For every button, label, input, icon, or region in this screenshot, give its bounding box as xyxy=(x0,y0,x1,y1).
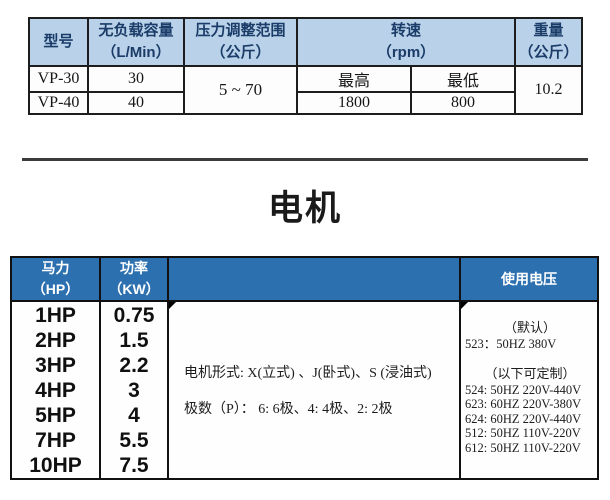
capacity-vp30: 30 xyxy=(87,65,185,93)
speed-header-line1: 转速 xyxy=(390,22,421,40)
speed-min-value: 800 xyxy=(410,91,516,115)
voltage-option: 623: 60HZ 220V-380V xyxy=(465,397,582,411)
hp-values-cell: 1HP 2HP 3HP 4HP 5HP 7HP 10HP xyxy=(10,300,101,480)
hp-value: 2HP xyxy=(35,328,76,352)
pump-col-weight: 重量 （公斤） xyxy=(514,17,583,67)
kw-value: 3 xyxy=(128,378,140,402)
kw-header-line2: （KW） xyxy=(108,281,160,297)
hp-value: 5HP xyxy=(35,403,76,427)
motor-col-hp: 马力 （HP） xyxy=(10,256,101,302)
voltage-default-value: 523：50HZ 380V xyxy=(465,337,557,351)
hp-value: 3HP xyxy=(35,353,76,377)
pump-row-vp40: VP-40 40 1800 800 xyxy=(28,91,582,115)
motor-col-voltage: 使用电压 xyxy=(459,256,599,302)
voltage-option: 624: 60HZ 220V-440V xyxy=(465,411,582,426)
hp-value: 7HP xyxy=(35,428,76,452)
voltage-custom-label: （以下可定制） xyxy=(484,365,576,381)
pressure-header-line2: （公斤） xyxy=(210,44,271,61)
voltage-cell: （默认） 523：50HZ 380V （以下可定制） 524: 50HZ 220… xyxy=(459,300,599,480)
capacity-vp40: 40 xyxy=(87,91,185,115)
pump-row-vp30: VP-30 30 5 ~ 70 最高 最低 10.2 xyxy=(28,65,583,115)
model-vp30: VP-30 xyxy=(28,65,89,93)
motor-form-line: 电机形式: X(立式) 、J(卧式)、S (浸油式) xyxy=(184,366,432,381)
motor-spec-text: 电机形式: X(立式) 、J(卧式)、S (浸油式) 极数（P）： 6: 6极、… xyxy=(170,303,458,477)
pump-col-model: 型号 xyxy=(28,17,89,67)
weight-value: 10.2 xyxy=(514,65,583,115)
kw-header-line1: 功率 xyxy=(120,260,148,276)
motor-spec-table: 马力 （HP） 功率 （KW） 使用电压 1HP 2HP 3HP 4HP 5HP… xyxy=(10,256,599,480)
hp-header-line1: 马力 xyxy=(41,260,70,276)
pump-col-speed: 转速 （rpm） xyxy=(296,17,516,67)
motor-col-kw: 功率 （KW） xyxy=(99,256,169,302)
speed-min-label: 最低 xyxy=(410,65,516,93)
motor-spec-cell: 电机形式: X(立式) 、J(卧式)、S (浸油式) 极数（P）： 6: 6极、… xyxy=(167,300,461,480)
pressure-range-value: 5 ~ 70 xyxy=(183,65,298,115)
pump-col-capacity: 无负载容量 （L/Min） xyxy=(87,17,185,67)
capacity-header-line1: 无负载容量 xyxy=(98,22,174,40)
kw-value: 2.2 xyxy=(119,353,149,377)
motor-body-row: 1HP 2HP 3HP 4HP 5HP 7HP 10HP 0.75 1.5 2.… xyxy=(10,300,599,480)
pump-header-row: 型号 无负载容量 （L/Min） 压力调整范围 （公斤） 转速 （rpm） 重量… xyxy=(28,17,583,67)
motor-header-row: 马力 （HP） 功率 （KW） 使用电压 xyxy=(10,256,599,302)
motor-col-spec xyxy=(167,256,461,302)
voltage-default-label: （默认） xyxy=(503,320,556,335)
weight-header-line2: （公斤） xyxy=(518,44,579,61)
kw-values-cell: 0.75 1.5 2.2 3 4 5.5 7.5 xyxy=(99,300,169,480)
hp-header-line2: （HP） xyxy=(31,281,80,297)
voltage-option: 512: 50HZ 110V-220V xyxy=(465,426,581,440)
kw-value: 4 xyxy=(128,403,140,427)
voltage-text: （默认） 523：50HZ 380V （以下可定制） 524: 50HZ 220… xyxy=(462,303,596,477)
speed-max-value: 1800 xyxy=(296,91,412,115)
section-divider xyxy=(22,158,588,161)
poles-line: 极数（P）： 6: 6极、4: 4极、2: 2极 xyxy=(184,402,393,417)
speed-max-label: 最高 xyxy=(296,65,412,93)
pressure-header-line1: 压力调整范围 xyxy=(195,22,286,40)
weight-header-line1: 重量 xyxy=(533,22,564,40)
kw-value: 0.75 xyxy=(113,303,155,327)
voltage-option: 524: 50HZ 220V-440V xyxy=(465,382,582,397)
voltage-spacer xyxy=(465,352,595,365)
pump-col-pressure: 压力调整范围 （公斤） xyxy=(183,17,298,67)
page-title: 电机 xyxy=(267,189,342,228)
capacity-header-line2: （L/Min） xyxy=(101,44,171,61)
hp-value: 1HP xyxy=(35,303,76,327)
model-vp40: VP-40 xyxy=(28,91,89,115)
pump-spec-table: 型号 无负载容量 （L/Min） 压力调整范围 （公斤） 转速 （rpm） 重量… xyxy=(28,17,583,115)
hp-value: 10HP xyxy=(29,453,82,477)
speed-header-line2: （rpm） xyxy=(376,44,436,61)
hp-value: 4HP xyxy=(35,378,76,402)
kw-value: 5.5 xyxy=(119,428,149,452)
voltage-option: 612: 50HZ 110V-220V xyxy=(465,440,581,455)
kw-value: 1.5 xyxy=(119,328,149,352)
kw-value: 7.5 xyxy=(119,453,149,477)
